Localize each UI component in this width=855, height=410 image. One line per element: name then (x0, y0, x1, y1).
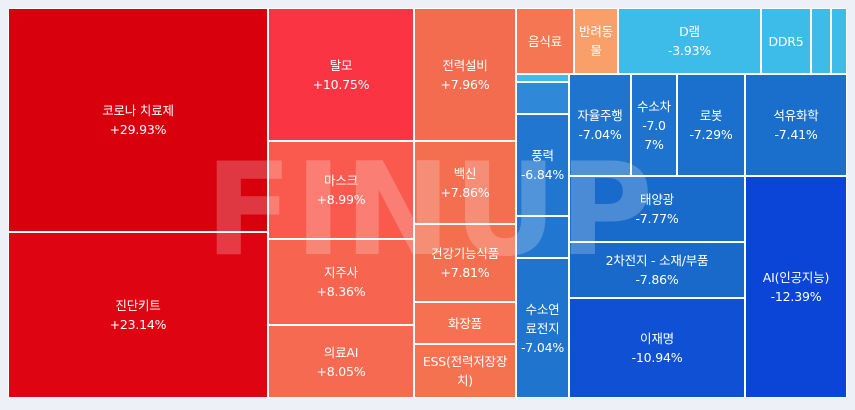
tile-mask[interactable]: 마스크 +8.99% (268, 141, 414, 239)
tile-small-theme-1[interactable] (811, 8, 831, 74)
tile-name: 지주사 (324, 265, 358, 280)
tile-change: -7.04% (520, 339, 565, 355)
tile-change: -7.04% (578, 127, 622, 142)
tile-change: +7.81% (440, 265, 490, 280)
tile-name: 진단키트 (115, 298, 161, 313)
tile-holding-company[interactable]: 지주사 +8.36% (268, 239, 414, 325)
tile-health-supplements[interactable]: 건강기능식품 +7.81% (414, 224, 516, 302)
tile-name: 백신 (453, 165, 477, 181)
tile-small-theme-2[interactable] (831, 8, 847, 74)
tile-name: DDR5 (768, 33, 804, 49)
tile-name: 로봇 (699, 108, 723, 123)
tile-change: -7.77% (635, 211, 679, 226)
tile-name: 수소연료전지 (525, 301, 560, 336)
tile-name: ESS(전력저장장치) (422, 354, 508, 388)
tile-name: 반려동물 (579, 24, 613, 58)
tile-change: -3.93% (667, 43, 712, 58)
tile-vaccine[interactable]: 백신 +7.86% (414, 141, 516, 224)
tile-small-theme-4[interactable] (516, 82, 569, 114)
tile-change: -6.84% (520, 167, 565, 182)
tile-small-theme-3[interactable] (516, 74, 569, 82)
tile-name: 석유화학 (773, 108, 819, 123)
tile-dram[interactable]: D램 -3.93% (618, 8, 761, 74)
tile-name: 태양광 (640, 192, 674, 207)
tile-petrochemical[interactable]: 석유화학 -7.41% (745, 74, 847, 176)
tile-pet[interactable]: 반려동물 (574, 8, 618, 74)
tile-wind-power[interactable]: 풍력 -6.84% (516, 114, 569, 216)
tile-change: +23.14% (109, 317, 167, 332)
tile-change: +8.05% (316, 363, 366, 379)
tile-change: -7.29% (689, 127, 733, 142)
tile-name: 수소차 (637, 98, 671, 114)
tile-change: -7.86% (635, 272, 679, 287)
tile-medical-ai[interactable]: 의료AI +8.05% (268, 325, 414, 398)
tile-change: +8.36% (316, 284, 366, 299)
tile-cosmetics[interactable]: 화장품 (414, 302, 516, 344)
tile-small-theme-5[interactable] (516, 216, 569, 258)
tile-name: 음식료 (528, 33, 562, 49)
tile-name: D램 (679, 24, 700, 39)
tile-change: -7.07% (642, 117, 666, 152)
tile-change: +7.86% (440, 184, 490, 200)
tile-name: AI(인공지능) (762, 270, 830, 285)
tile-name: 건강기능식품 (431, 246, 499, 261)
tile-diagnostic-kit[interactable]: 진단키트 +23.14% (8, 232, 268, 398)
tile-lee-jae-myung[interactable]: 이재명 -10.94% (569, 298, 745, 398)
tile-name: 화장품 (448, 315, 482, 331)
tile-secondary-battery[interactable]: 2차전지 - 소재/부품 -7.86% (569, 242, 745, 298)
tile-change: +29.93% (109, 122, 167, 137)
tile-artificial-intelligence[interactable]: AI(인공지능) -12.39% (745, 176, 847, 398)
tile-name: 자율주행 (577, 108, 623, 123)
tile-hydrogen-car[interactable]: 수소차 -7.07% (631, 74, 677, 176)
tile-change: -10.94% (631, 350, 683, 365)
tile-name: 의료AI (323, 344, 359, 360)
tile-name: 탈모 (329, 57, 353, 73)
tile-name: 전력설비 (442, 57, 488, 73)
tile-autonomous-driving[interactable]: 자율주행 -7.04% (569, 74, 631, 176)
tile-ddr5[interactable]: DDR5 (761, 8, 811, 74)
tile-food-beverage[interactable]: 음식료 (516, 8, 574, 74)
tile-name: 풍력 (531, 148, 554, 163)
tile-name: 코로나 치료제 (102, 103, 174, 118)
tile-change: +8.99% (316, 192, 366, 207)
tile-change: +10.75% (312, 76, 370, 92)
tile-change: -7.41% (774, 127, 818, 142)
tile-name: 마스크 (324, 173, 358, 188)
tile-robot[interactable]: 로봇 -7.29% (677, 74, 745, 176)
tile-power-equipment[interactable]: 전력설비 +7.96% (414, 8, 516, 141)
tile-change: +7.96% (440, 76, 490, 92)
tile-corona-treatment[interactable]: 코로나 치료제 +29.93% (8, 8, 268, 232)
tile-solar[interactable]: 태양광 -7.77% (569, 176, 745, 242)
tile-hair-loss[interactable]: 탈모 +10.75% (268, 8, 414, 141)
tile-name: 이재명 (640, 331, 674, 346)
tile-hydrogen-fuel-cell[interactable]: 수소연료전지 -7.04% (516, 258, 569, 398)
tile-ess[interactable]: ESS(전력저장장치) (414, 344, 516, 398)
tile-change: -12.39% (770, 289, 822, 304)
tile-name: 2차전지 - 소재/부품 (605, 253, 709, 268)
